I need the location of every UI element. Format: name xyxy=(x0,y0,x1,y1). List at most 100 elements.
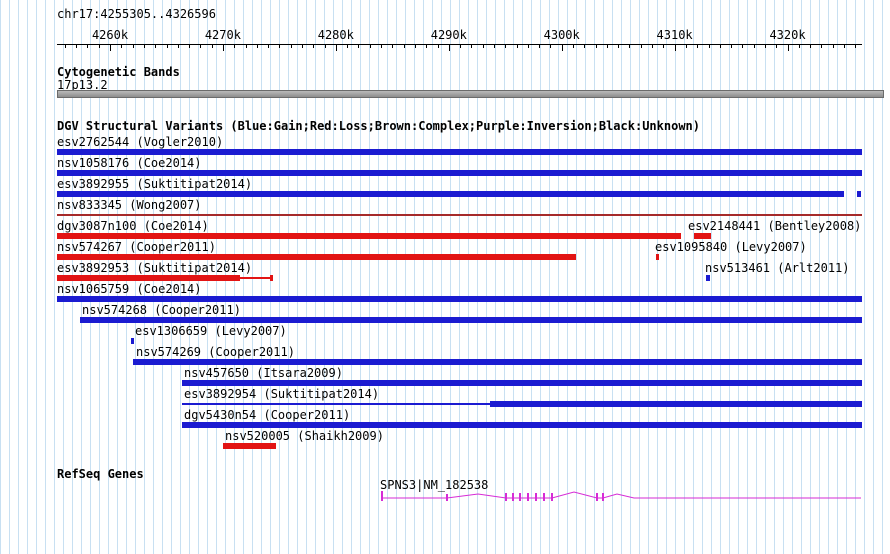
ruler-tick xyxy=(460,45,462,48)
ruler-label: 4280k xyxy=(317,28,354,42)
ruler-tick xyxy=(166,45,168,48)
ruler-tick xyxy=(550,45,552,48)
gene-label[interactable]: SPNS3|NM_182538 xyxy=(380,478,489,492)
ruler-tick xyxy=(426,45,428,48)
variant-connector[interactable] xyxy=(182,403,490,405)
ruler-line xyxy=(57,44,862,45)
refseq-section-title: RefSeq Genes xyxy=(57,467,144,481)
variant-label[interactable]: esv3892955 (Suktitipat2014) xyxy=(57,177,253,191)
variant-label[interactable]: nsv574269 (Cooper2011) xyxy=(136,345,295,359)
ruler-tick xyxy=(279,45,281,48)
ruler-tick xyxy=(234,45,236,48)
ruler-tick xyxy=(200,45,202,48)
variant-bar[interactable] xyxy=(57,191,844,197)
ruler-tick xyxy=(539,45,541,48)
variant-bar[interactable] xyxy=(223,443,276,449)
variant-bar[interactable] xyxy=(57,275,240,281)
variant-label[interactable]: nsv1058176 (Coe2014) xyxy=(57,156,202,170)
variant-label[interactable]: nsv833345 (Wong2007) xyxy=(57,198,202,212)
ruler-tick xyxy=(798,45,800,48)
ruler-tick xyxy=(268,45,270,48)
ruler-tick xyxy=(685,45,687,48)
ruler-label: 4290k xyxy=(430,28,467,42)
ruler-tick xyxy=(821,45,823,48)
ruler-tick xyxy=(290,45,292,48)
ruler-tick xyxy=(708,45,710,48)
ruler-tick xyxy=(76,45,78,48)
ruler-tick xyxy=(98,45,100,48)
variant-label[interactable]: esv1095840 (Levy2007) xyxy=(655,240,807,254)
ruler-label: 4270k xyxy=(204,28,241,42)
ruler-tick xyxy=(753,45,755,48)
ruler-tick xyxy=(369,45,371,48)
ruler-tick xyxy=(663,45,665,48)
variant-label[interactable]: dgv3087n100 (Coe2014) xyxy=(57,219,209,233)
variant-bar[interactable] xyxy=(131,338,134,344)
ruler-tick xyxy=(437,45,439,48)
variant-bar[interactable] xyxy=(270,275,273,281)
ruler-tick xyxy=(493,45,495,48)
variant-bar[interactable] xyxy=(694,233,711,239)
variant-label[interactable]: esv3892954 (Suktitipat2014) xyxy=(184,387,380,401)
variant-label[interactable]: nsv574267 (Cooper2011) xyxy=(57,240,216,254)
variant-label[interactable]: dgv5430n54 (Cooper2011) xyxy=(184,408,351,422)
ruler-tick xyxy=(810,45,812,48)
ruler-tick xyxy=(189,45,191,48)
variant-label[interactable]: esv3892953 (Suktitipat2014) xyxy=(57,261,253,275)
variant-connector[interactable] xyxy=(57,214,862,216)
ruler-tick xyxy=(618,45,620,48)
variant-bar[interactable] xyxy=(490,401,862,407)
dgv-section-title: DGV Structural Variants (Blue:Gain;Red:L… xyxy=(57,119,700,133)
variant-bar[interactable] xyxy=(80,317,862,323)
variant-bar[interactable] xyxy=(57,233,681,239)
variant-bar[interactable] xyxy=(182,380,862,386)
ruler-tick xyxy=(245,45,247,48)
variant-bar[interactable] xyxy=(706,275,710,281)
variant-label[interactable]: esv2762544 (Vogler2010) xyxy=(57,135,224,149)
ruler-tick xyxy=(595,45,597,48)
variant-bar[interactable] xyxy=(182,422,862,428)
ruler-tick xyxy=(403,45,405,48)
variant-label[interactable]: nsv457650 (Itsara2009) xyxy=(184,366,343,380)
ruler-tick xyxy=(211,45,213,48)
ruler-tick xyxy=(764,45,766,48)
ruler-label: 4300k xyxy=(543,28,580,42)
ruler-tick xyxy=(674,45,676,51)
ruler-tick xyxy=(448,45,450,51)
variant-label[interactable]: nsv1065759 (Coe2014) xyxy=(57,282,202,296)
ruler-tick xyxy=(505,45,507,48)
variant-bar[interactable] xyxy=(57,296,862,302)
ruler-label: 4260k xyxy=(91,28,129,42)
ruler-tick xyxy=(358,45,360,48)
ruler-tick xyxy=(731,45,733,48)
ruler-tick xyxy=(335,45,337,51)
variant-label[interactable]: nsv520005 (Shaikh2009) xyxy=(225,429,384,443)
ruler-tick xyxy=(256,45,258,48)
ruler-tick xyxy=(392,45,394,48)
variant-label[interactable]: nsv513461 (Arlt2011) xyxy=(705,261,850,275)
ruler-tick xyxy=(471,45,473,48)
variant-label[interactable]: esv1306659 (Levy2007) xyxy=(135,324,287,338)
variant-label[interactable]: nsv574268 (Cooper2011) xyxy=(82,303,241,317)
variant-bar[interactable] xyxy=(857,191,861,197)
ruler-tick xyxy=(629,45,631,48)
ruler-tick xyxy=(855,45,857,48)
variant-bar[interactable] xyxy=(656,254,659,260)
variant-label[interactable]: esv2148441 (Bentley2008) xyxy=(688,219,862,233)
ruler-tick xyxy=(527,45,529,48)
variant-bar[interactable] xyxy=(57,170,862,176)
ruler-label: 4320k xyxy=(769,28,806,42)
variant-connector[interactable] xyxy=(240,277,271,279)
ruler-tick xyxy=(719,45,721,48)
ruler-tick xyxy=(87,45,89,48)
ruler-tick xyxy=(121,45,123,48)
ruler-tick xyxy=(222,45,224,51)
ruler-tick xyxy=(347,45,349,48)
ruler-tick xyxy=(64,45,66,48)
ruler-tick xyxy=(832,45,834,48)
ruler-tick xyxy=(573,45,574,48)
cytoband-bar xyxy=(57,90,884,98)
variant-bar[interactable] xyxy=(57,254,576,260)
variant-bar[interactable] xyxy=(57,149,862,155)
variant-bar[interactable] xyxy=(133,359,862,365)
